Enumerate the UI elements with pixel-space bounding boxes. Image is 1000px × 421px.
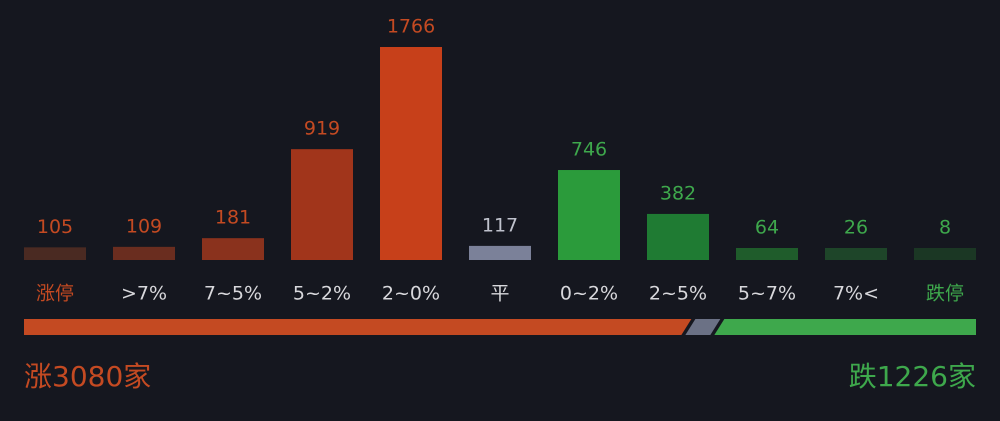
- value-label: 105: [37, 216, 73, 238]
- value-label: 382: [660, 182, 696, 204]
- bar: [647, 213, 709, 260]
- value-label: 919: [304, 118, 340, 140]
- category-label: 5~2%: [293, 283, 351, 305]
- bar: [202, 238, 264, 260]
- value-label: 746: [571, 139, 607, 161]
- category-label: 平: [490, 283, 509, 305]
- category-label: >7%: [121, 283, 167, 305]
- rise-suffix: 家: [123, 360, 151, 393]
- fall-count: 1226: [877, 360, 948, 393]
- bar: [825, 248, 887, 260]
- value-label: 109: [126, 215, 162, 237]
- fall-summary: 跌1226家: [849, 360, 976, 393]
- value-label: 1766: [387, 16, 435, 38]
- bar: [469, 245, 531, 260]
- category-label: 跌停: [926, 283, 964, 305]
- bar: [113, 246, 175, 260]
- category-label: 7%<: [833, 283, 879, 305]
- fall-proportion: [714, 319, 976, 335]
- bar: [380, 47, 442, 260]
- category-label: 5~7%: [738, 283, 796, 305]
- bar: [291, 149, 353, 260]
- category-label: 涨停: [36, 283, 74, 305]
- category-label: 2~0%: [382, 283, 440, 305]
- fall-suffix: 家: [948, 360, 976, 393]
- flat-proportion: [685, 319, 721, 335]
- rise-count: 3080: [52, 360, 123, 393]
- bar: [914, 248, 976, 260]
- rise-proportion: [24, 319, 692, 335]
- bar: [736, 248, 798, 260]
- category-label: 7~5%: [204, 283, 262, 305]
- category-label: 2~5%: [649, 283, 707, 305]
- rise-summary: 涨3080家: [24, 360, 151, 393]
- bar: [24, 247, 86, 260]
- category-label: 0~2%: [560, 283, 618, 305]
- value-label: 8: [939, 217, 951, 239]
- rise-prefix: 涨: [24, 360, 52, 393]
- bar: [558, 170, 620, 260]
- fall-prefix: 跌: [849, 360, 877, 393]
- value-label: 64: [755, 217, 779, 239]
- value-label: 26: [844, 217, 868, 239]
- value-label: 181: [215, 207, 251, 229]
- value-label: 117: [482, 214, 518, 236]
